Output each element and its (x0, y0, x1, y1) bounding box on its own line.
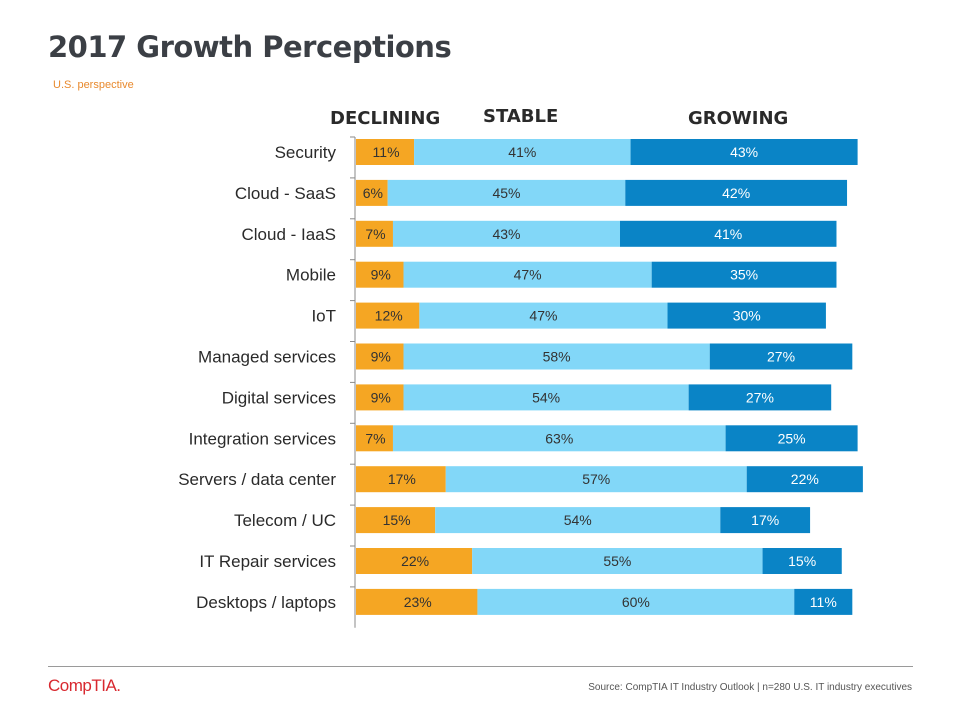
bar-stable (403, 343, 710, 370)
page-subtitle: U.S. perspective (53, 79, 134, 91)
bar-stable (472, 548, 763, 574)
data-label: 45% (492, 185, 520, 201)
data-label: 11% (373, 144, 400, 160)
bar-growing (746, 466, 863, 493)
bar-stable (403, 384, 689, 411)
data-label: 60% (622, 594, 650, 610)
column-header-stable: STABLE (483, 106, 559, 127)
bar-declining (356, 261, 404, 288)
data-label: 6% (363, 185, 383, 201)
data-label: 54% (564, 512, 592, 528)
data-label: 17% (388, 471, 416, 487)
data-label: 25% (778, 430, 806, 446)
bar-growing (667, 302, 826, 329)
bar-declining (356, 220, 393, 247)
bar-growing (725, 425, 858, 452)
data-label: 17% (751, 512, 779, 528)
bar-declining (356, 588, 478, 615)
data-label: 12% (375, 308, 403, 324)
bar-declining (356, 343, 404, 370)
data-label: 43% (730, 144, 758, 160)
data-label: 30% (733, 308, 761, 324)
bar-stable (445, 466, 747, 493)
bar-declining (356, 425, 393, 452)
bar-growing (688, 384, 832, 411)
bar-growing (794, 588, 853, 615)
bar-growing (720, 507, 811, 534)
bar-stable (477, 588, 795, 615)
data-label: 63% (545, 430, 573, 446)
category-label: IT Repair services (199, 552, 336, 571)
data-label: 41% (714, 226, 742, 242)
data-label: 42% (722, 185, 750, 201)
category-label: Servers / data center (178, 470, 336, 489)
bar-stable (387, 179, 626, 206)
category-label: Security (275, 143, 337, 162)
bar-declining (356, 302, 420, 329)
comptia-logo: CompTIA. (48, 676, 121, 695)
bar-stable (435, 507, 721, 534)
data-label: 58% (543, 349, 571, 365)
bar-declining (356, 179, 388, 206)
data-label: 47% (529, 308, 557, 324)
data-label: 15% (383, 512, 411, 528)
category-label: Cloud - SaaS (235, 184, 336, 203)
category-label: Digital services (222, 388, 336, 407)
bar-growing (620, 220, 837, 247)
category-label: Cloud - IaaS (242, 225, 337, 244)
data-label: 35% (730, 267, 758, 283)
data-label: 22% (401, 553, 429, 569)
data-label: 15% (788, 553, 816, 569)
bar-growing (651, 261, 837, 288)
data-label: 41% (508, 144, 536, 160)
data-label: 43% (492, 226, 520, 242)
data-label: 23% (404, 594, 432, 610)
bar-stable (392, 425, 726, 452)
bar-growing (630, 139, 858, 165)
bar-growing (762, 548, 842, 574)
bar-growing (625, 179, 848, 206)
bar-declining (356, 548, 473, 574)
category-label: Mobile (286, 266, 336, 285)
category-label: Desktops / laptops (196, 593, 336, 612)
data-label: 7% (365, 430, 385, 446)
data-label: 9% (371, 389, 391, 405)
footer-divider (48, 666, 913, 667)
category-label: Telecom / UC (234, 511, 336, 530)
bar-declining (356, 139, 415, 165)
bar-growing (709, 343, 853, 370)
data-label: 7% (365, 226, 385, 242)
data-label: 55% (603, 553, 631, 569)
source-note: Source: CompTIA IT Industry Outlook | n=… (588, 682, 912, 693)
data-label: 9% (371, 349, 391, 365)
bar-stable (419, 302, 668, 329)
column-header-growing: GROWING (688, 108, 789, 129)
bar-declining (356, 507, 436, 534)
data-label: 57% (582, 471, 610, 487)
category-label: Managed services (198, 348, 336, 367)
data-label: 11% (810, 594, 837, 610)
category-label: Integration services (189, 429, 336, 448)
stacked-bar-chart: Security 11% 41% 43% Cloud - SaaS 6% 45% 42% Clo… (178, 136, 863, 628)
column-header-declining: DECLINING (330, 108, 441, 129)
data-label: 27% (746, 389, 774, 405)
data-label: 54% (532, 389, 560, 405)
bar-declining (356, 466, 446, 493)
page-title: 2017 Growth Perceptions (48, 30, 452, 64)
data-label: 9% (371, 267, 391, 283)
category-label: IoT (311, 307, 336, 326)
bar-stable (392, 220, 620, 247)
data-label: 47% (514, 267, 542, 283)
data-label: 22% (791, 471, 819, 487)
bar-declining (356, 384, 404, 411)
bar-stable (414, 139, 631, 165)
bar-stable (403, 261, 652, 288)
data-label: 27% (767, 349, 795, 365)
